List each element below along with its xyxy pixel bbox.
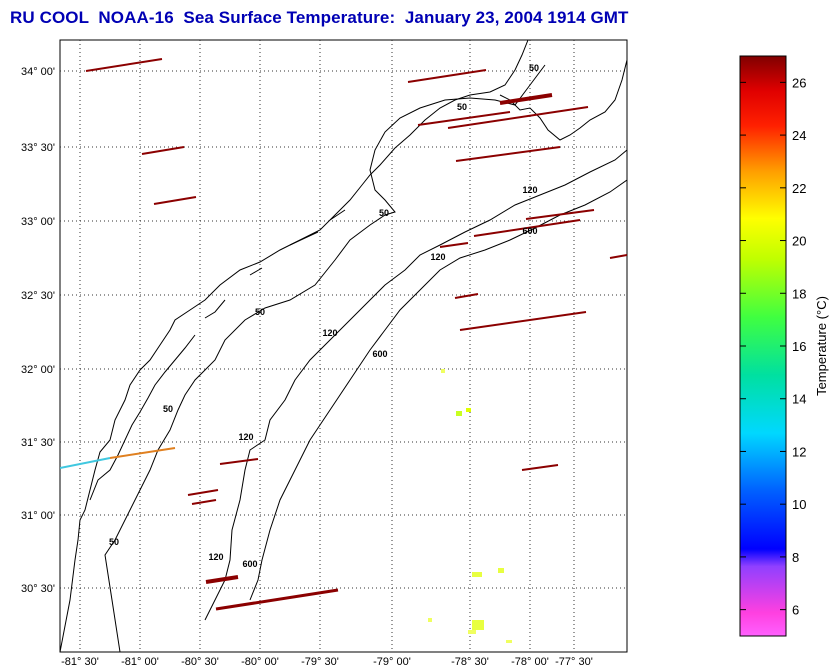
sst-swath: [219, 458, 259, 465]
sst-swath: [473, 219, 581, 237]
isobath-label: 600: [242, 559, 257, 569]
isobath-label: 50: [109, 537, 119, 547]
colorbar-tick-label: 12: [792, 444, 806, 459]
lat-tick-label: 30° 30': [21, 583, 55, 595]
colorbar-tick-label: 20: [792, 234, 806, 249]
sst-swath: [191, 499, 217, 505]
isobath-label: 120: [522, 185, 537, 195]
lat-tick-label: 32° 00': [21, 364, 55, 376]
colorbar-tick-label: 16: [792, 339, 806, 354]
sst-swath: [455, 146, 561, 162]
sst-swath: [205, 575, 239, 584]
isobath-label: 50: [529, 63, 539, 73]
lon-tick-label: -80° 00': [241, 656, 279, 668]
colorbar: [739, 55, 787, 637]
isobath-label: 120: [238, 432, 253, 442]
lon-tick-label: -78° 00': [511, 656, 549, 668]
barrier-islands: [89, 209, 346, 501]
colorbar-label: Temperature (°C): [814, 296, 829, 396]
lat-tick-label: 33° 00': [21, 216, 55, 228]
isobath-600m: [249, 179, 627, 601]
isobath-label: 50: [163, 404, 173, 414]
colorbar-tick-label: 8: [792, 550, 799, 565]
sst-swath: [407, 69, 487, 83]
lat-tick-label: 34° 00': [21, 66, 55, 78]
sst-swath: [609, 254, 627, 259]
isobath-label: 50: [255, 307, 265, 317]
lat-tick-label: 33° 30': [21, 142, 55, 154]
graticule: [60, 40, 627, 652]
isobath-label: 50: [379, 208, 389, 218]
map-frame: [59, 39, 628, 653]
lon-tick-label: -80° 30': [181, 656, 219, 668]
isobath-label: 50: [457, 102, 467, 112]
isobath-120m: [204, 149, 627, 621]
lon-tick-label: -77° 30': [555, 656, 593, 668]
lon-tick-label: -78° 30': [451, 656, 489, 668]
colorbar-tick-label: 6: [792, 603, 799, 618]
lon-tick-label: -79° 00': [373, 656, 411, 668]
lon-tick-label: -81° 00': [121, 656, 159, 668]
sst-swath: [215, 588, 339, 611]
isobath-label: 600: [522, 226, 537, 236]
colorbar-tick-label: 26: [792, 75, 806, 90]
coastline: [60, 40, 529, 652]
sst-swath: [141, 146, 185, 155]
isobath-label: 120: [208, 552, 223, 562]
lat-tick-label: 32° 30': [21, 290, 55, 302]
sst-pixel-clusters: [428, 369, 512, 643]
lat-tick-label: 31° 00': [21, 510, 55, 522]
sst-swath: [521, 464, 559, 471]
isobath-label: 600: [372, 349, 387, 359]
colorbar-tick-label: 18: [792, 286, 806, 301]
sst-swath: [439, 242, 469, 248]
sst-swath-nearshore: [60, 457, 111, 469]
isobath-50m: [104, 64, 546, 652]
lon-tick-label: -81° 30': [61, 656, 99, 668]
sst-swath: [85, 58, 163, 72]
lat-tick-label: 31° 30': [21, 437, 55, 449]
sst-swath: [525, 209, 595, 220]
lon-tick-label: -79° 30': [301, 656, 339, 668]
colorbar-tick-label: 10: [792, 497, 806, 512]
colorbar-tick-label: 14: [792, 392, 806, 407]
map-title: RU COOL NOAA-16 Sea Surface Temperature:…: [10, 8, 629, 27]
sst-swath: [187, 489, 219, 496]
sst-swath: [153, 196, 197, 205]
sst-swath: [447, 106, 589, 129]
sst-swath-nearshore: [109, 447, 176, 459]
sst-swath: [499, 93, 553, 105]
sst-swath: [417, 111, 511, 126]
colorbar-tick-label: 22: [792, 181, 806, 196]
sst-swath: [454, 293, 479, 299]
isobath-label: 120: [322, 328, 337, 338]
colorbar-tick-label: 24: [792, 128, 806, 143]
sst-swath: [459, 311, 587, 331]
isobath-label: 120: [430, 252, 445, 262]
sound-shoreline: [499, 59, 627, 141]
